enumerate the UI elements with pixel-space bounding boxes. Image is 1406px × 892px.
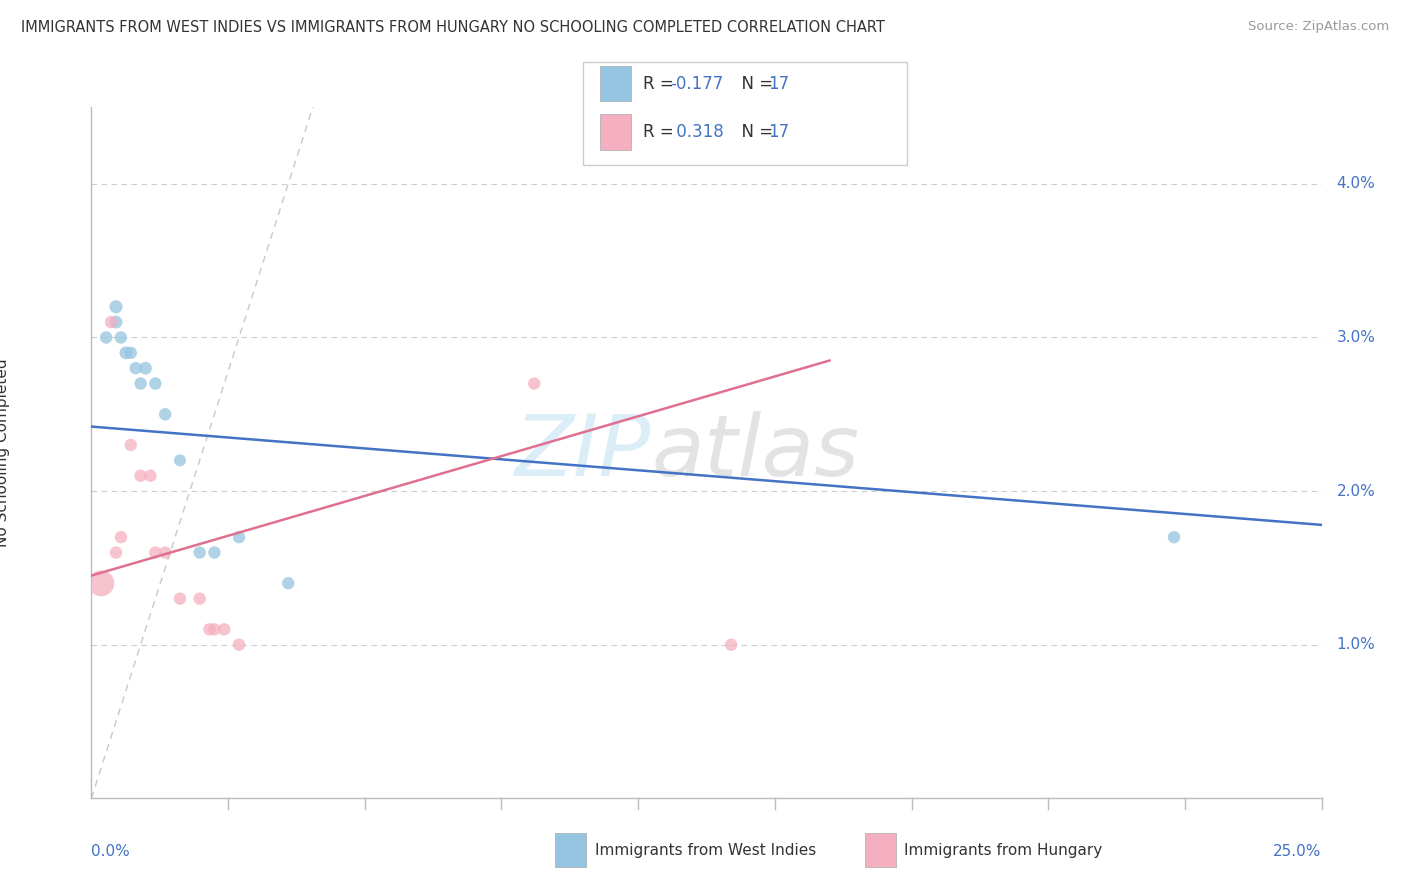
Point bbox=[153, 545, 177, 559]
Text: 2.0%: 2.0% bbox=[1336, 483, 1375, 499]
Point bbox=[139, 468, 162, 483]
Point bbox=[145, 376, 166, 391]
Point bbox=[110, 530, 132, 544]
Text: 0.318: 0.318 bbox=[671, 123, 724, 141]
Text: R =: R = bbox=[643, 123, 679, 141]
Point bbox=[96, 330, 117, 344]
Point bbox=[114, 346, 138, 360]
Point bbox=[523, 376, 546, 391]
Text: IMMIGRANTS FROM WEST INDIES VS IMMIGRANTS FROM HUNGARY NO SCHOOLING COMPLETED CO: IMMIGRANTS FROM WEST INDIES VS IMMIGRANT… bbox=[21, 20, 884, 35]
Point bbox=[145, 545, 166, 559]
Text: atlas: atlas bbox=[651, 411, 859, 494]
Point bbox=[1163, 530, 1185, 544]
Point bbox=[169, 453, 191, 467]
Text: 17: 17 bbox=[768, 123, 789, 141]
Text: 17: 17 bbox=[768, 75, 789, 93]
Point bbox=[228, 638, 250, 652]
Text: 4.0%: 4.0% bbox=[1336, 177, 1375, 192]
Text: Source: ZipAtlas.com: Source: ZipAtlas.com bbox=[1249, 20, 1389, 33]
Point bbox=[110, 330, 132, 344]
Text: 1.0%: 1.0% bbox=[1336, 637, 1375, 652]
Point bbox=[120, 346, 142, 360]
Point bbox=[202, 623, 225, 637]
Point bbox=[228, 530, 250, 544]
Point bbox=[105, 315, 127, 329]
Text: N =: N = bbox=[731, 75, 779, 93]
Text: -0.177: -0.177 bbox=[671, 75, 724, 93]
Point bbox=[198, 623, 221, 637]
Point bbox=[120, 438, 142, 452]
Point bbox=[202, 545, 225, 559]
Point bbox=[188, 591, 211, 606]
Text: No Schooling Completed: No Schooling Completed bbox=[0, 359, 10, 547]
Text: 0.0%: 0.0% bbox=[91, 845, 131, 859]
Point bbox=[90, 576, 112, 591]
Point bbox=[135, 361, 156, 376]
Point bbox=[153, 407, 177, 421]
Text: ZIP: ZIP bbox=[515, 411, 651, 494]
Point bbox=[129, 376, 152, 391]
Text: R =: R = bbox=[643, 75, 679, 93]
Text: Immigrants from Hungary: Immigrants from Hungary bbox=[904, 843, 1102, 857]
Point bbox=[720, 638, 742, 652]
Text: 25.0%: 25.0% bbox=[1274, 845, 1322, 859]
Point bbox=[277, 576, 299, 591]
Text: N =: N = bbox=[731, 123, 779, 141]
Point bbox=[169, 591, 191, 606]
Point bbox=[124, 361, 146, 376]
Point bbox=[188, 545, 211, 559]
Text: 3.0%: 3.0% bbox=[1336, 330, 1375, 345]
Point bbox=[105, 545, 127, 559]
Point bbox=[212, 623, 235, 637]
Point bbox=[129, 468, 152, 483]
Point bbox=[105, 300, 127, 314]
Point bbox=[100, 315, 122, 329]
Text: Immigrants from West Indies: Immigrants from West Indies bbox=[595, 843, 815, 857]
